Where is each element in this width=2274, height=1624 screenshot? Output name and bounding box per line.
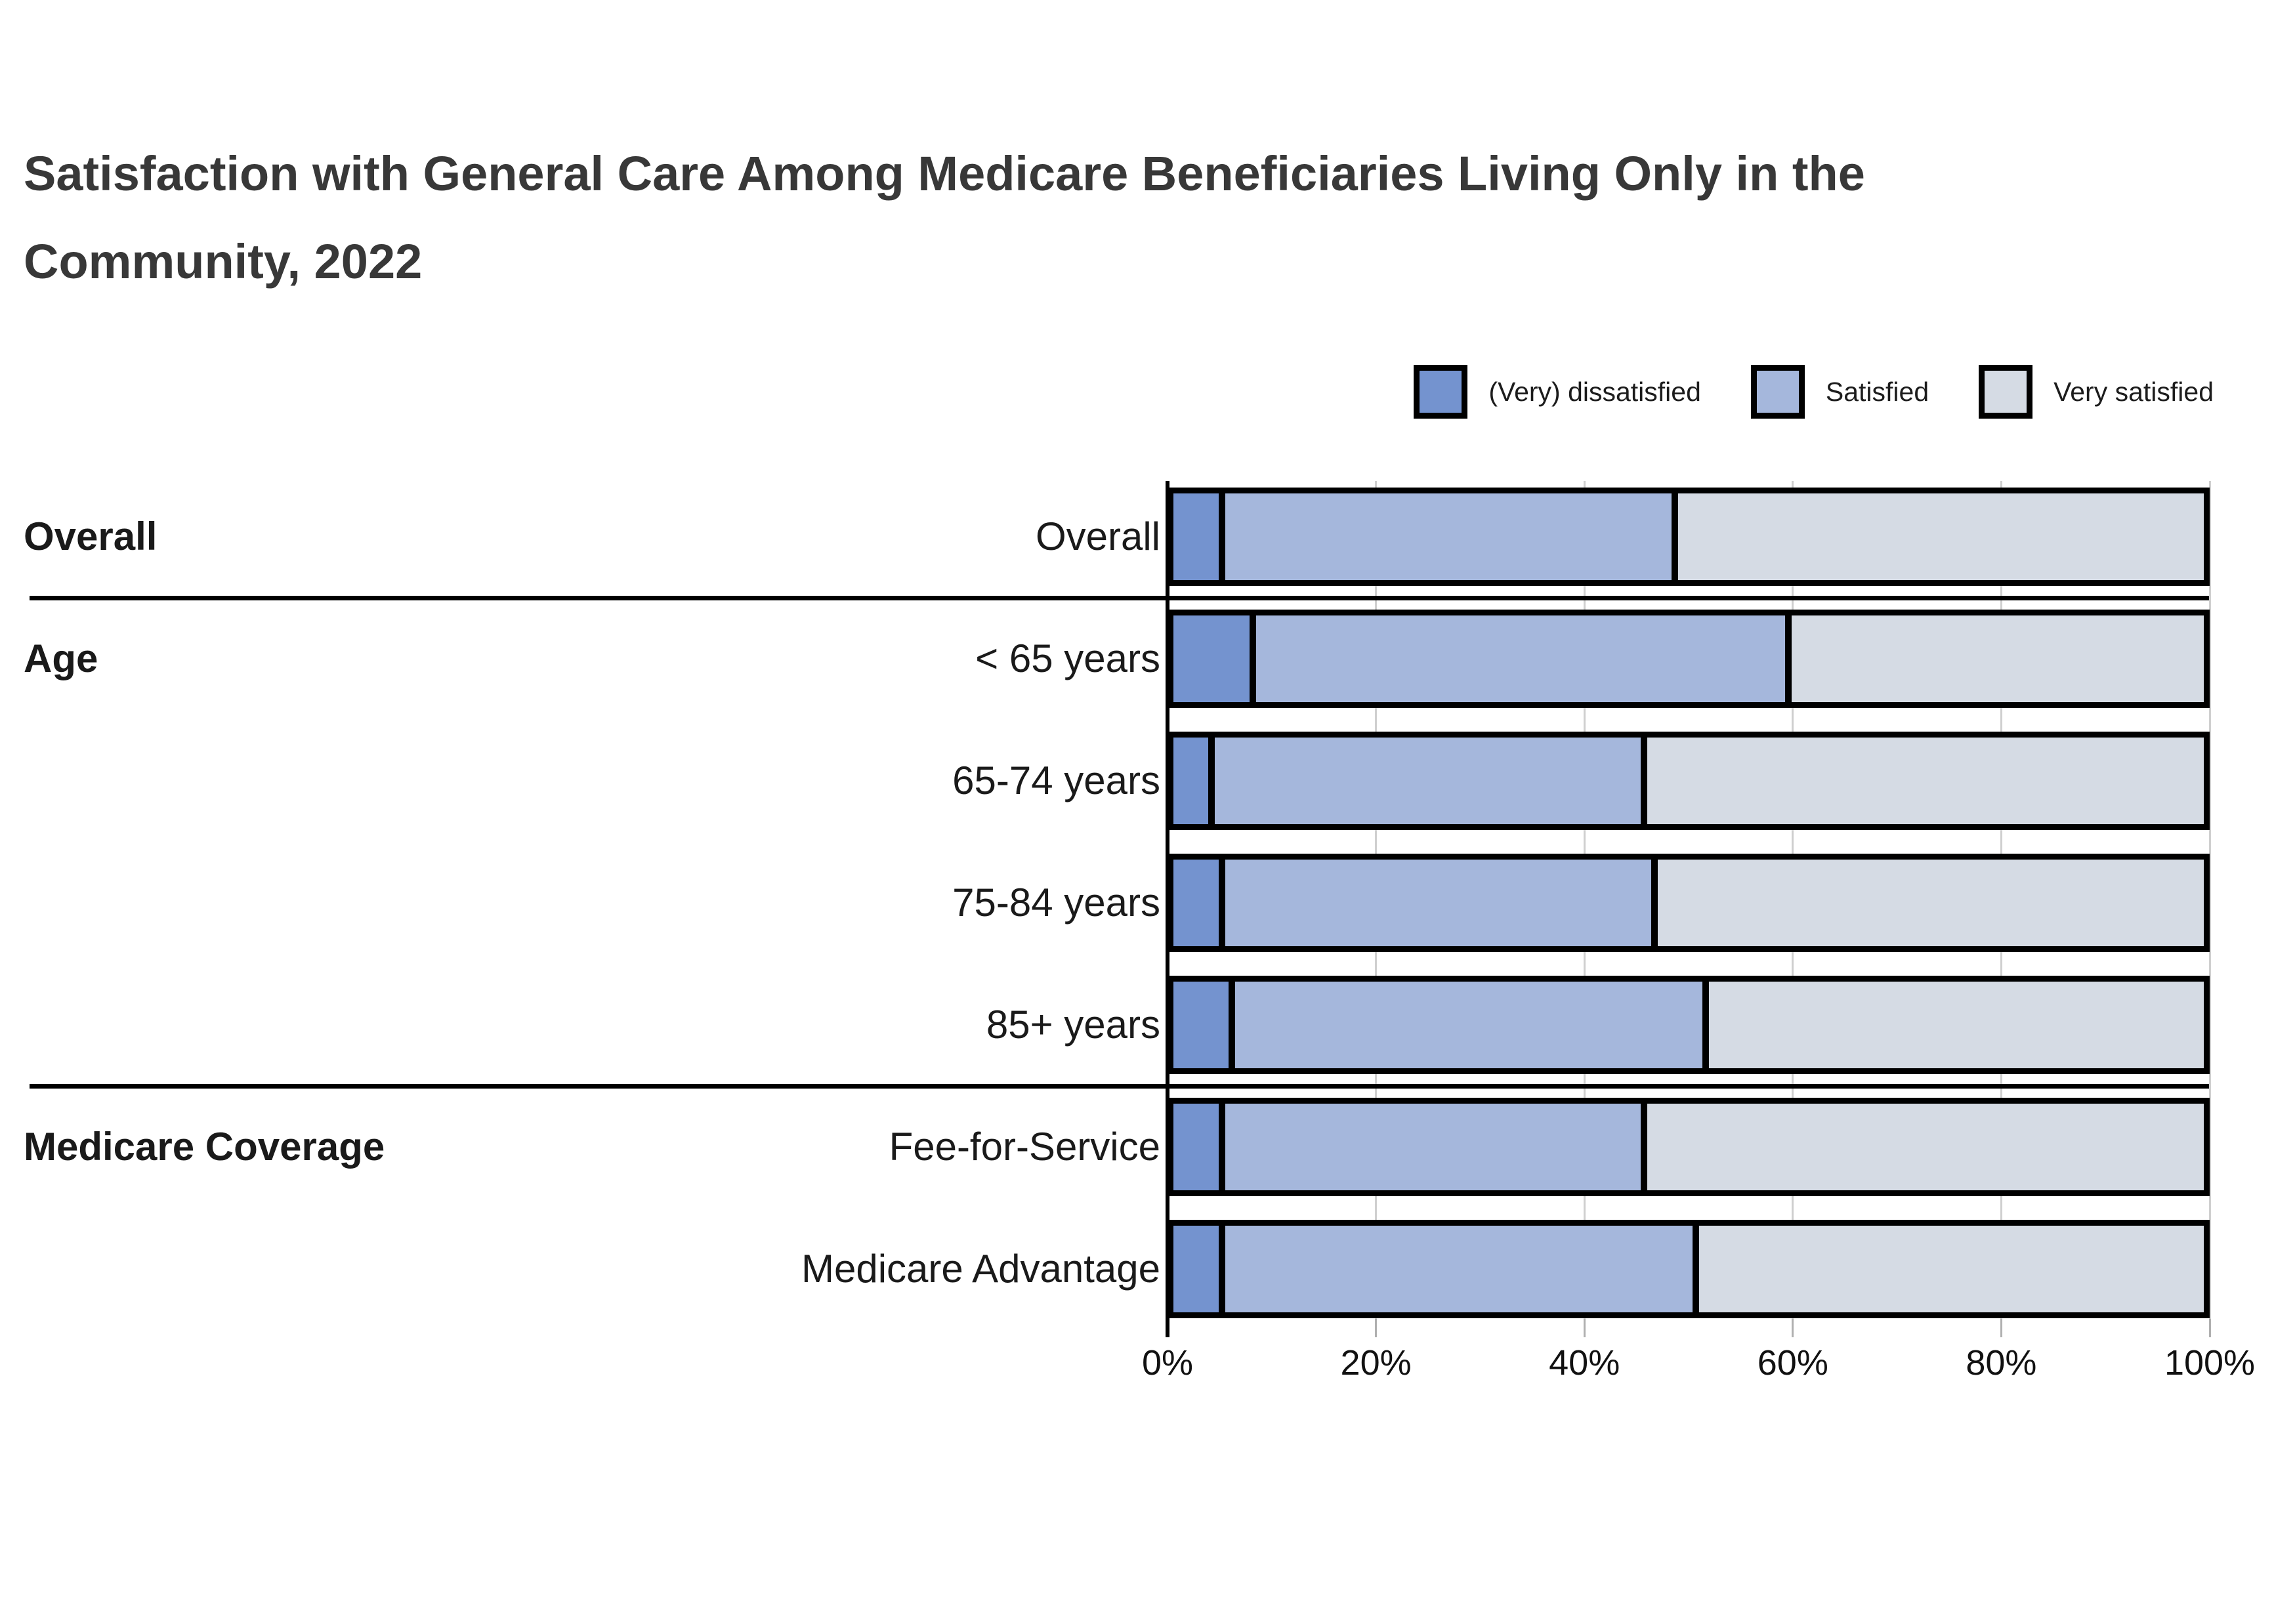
legend-item-satisfied: Satisfied	[1750, 365, 1929, 419]
legend-item-dissatisfied: (Very) dissatisfied	[1414, 365, 1701, 419]
group-separator	[30, 1083, 2209, 1089]
bar-row	[1168, 610, 2210, 708]
row-label: 85+ years	[986, 1003, 1160, 1047]
row-label: < 65 years	[975, 636, 1160, 680]
bar-segment	[1225, 493, 1679, 580]
x-axis-label: 60%	[1757, 1343, 1828, 1383]
legend-label: Satisfied	[1825, 376, 1929, 407]
bar-row	[1168, 1220, 2210, 1318]
legend-swatch-dissatisfied	[1414, 365, 1468, 419]
bar-segment	[1173, 493, 1225, 580]
legend-swatch-satisfied	[1750, 365, 1805, 419]
axis-tick-60%	[1792, 1319, 1794, 1337]
axis-tick-20%	[1375, 1319, 1378, 1337]
group-label: Medicare Coverage	[24, 1125, 385, 1169]
legend-item-very-satisfied: Very satisfied	[1979, 365, 2214, 419]
x-axis-label: 20%	[1340, 1343, 1412, 1383]
bar-segment	[1173, 615, 1256, 702]
bar-segment	[1214, 738, 1648, 824]
bar-segment	[1657, 860, 2204, 946]
legend-label: Very satisfied	[2053, 376, 2214, 407]
axis-tick-80%	[2000, 1319, 2002, 1337]
bar-segment	[1698, 1226, 2204, 1312]
axis-tick-40%	[1583, 1319, 1586, 1337]
bar-segment	[1173, 860, 1225, 946]
bar-row	[1168, 976, 2210, 1074]
bar-row	[1168, 488, 2210, 586]
axis-tick-100%	[2208, 1319, 2211, 1337]
bar-segment	[1255, 615, 1792, 702]
chart-plot	[1166, 481, 2211, 1337]
bar-segment	[1647, 1104, 2204, 1190]
bar-segment	[1225, 1104, 1648, 1190]
bar-segment	[1173, 738, 1215, 824]
x-axis-label: 80%	[1966, 1343, 2037, 1383]
bar-segment	[1791, 615, 2204, 702]
gridline-100%	[2208, 481, 2211, 1319]
legend-swatch-very-satisfied	[1979, 365, 2033, 419]
x-axis-label: 100%	[2164, 1343, 2256, 1383]
row-label: Overall	[1035, 514, 1160, 558]
bar-segment	[1173, 982, 1236, 1068]
chart-title-line1: Satisfaction with General Care Among Med…	[24, 146, 1865, 201]
group-separator	[30, 595, 2209, 600]
bar-row	[1168, 1098, 2210, 1196]
chart-title-line2: Community, 2022	[24, 234, 423, 289]
bar-segment	[1173, 1226, 1225, 1312]
group-label: Age	[24, 636, 98, 680]
bar-row	[1168, 854, 2210, 952]
bar-segment	[1225, 860, 1658, 946]
row-label: 65-74 years	[952, 759, 1160, 802]
bar-segment	[1647, 738, 2204, 824]
bar-segment	[1678, 493, 2204, 580]
group-label: Overall	[24, 514, 158, 558]
x-axis-label: 40%	[1549, 1343, 1620, 1383]
bar-segment	[1235, 982, 1710, 1068]
bar-segment	[1173, 1104, 1225, 1190]
legend: (Very) dissatisfied Satisfied Very satis…	[1414, 365, 2214, 419]
x-axis-label: 0%	[1141, 1343, 1194, 1383]
row-label: 75-84 years	[952, 881, 1160, 925]
row-label: Medicare Advantage	[801, 1247, 1160, 1291]
chart-title: Satisfaction with General Care Among Med…	[24, 130, 2248, 306]
bar-segment	[1709, 982, 2204, 1068]
legend-label: (Very) dissatisfied	[1488, 376, 1701, 407]
bar-segment	[1225, 1226, 1699, 1312]
bar-row	[1168, 732, 2210, 830]
row-label: Fee-for-Service	[889, 1125, 1160, 1169]
